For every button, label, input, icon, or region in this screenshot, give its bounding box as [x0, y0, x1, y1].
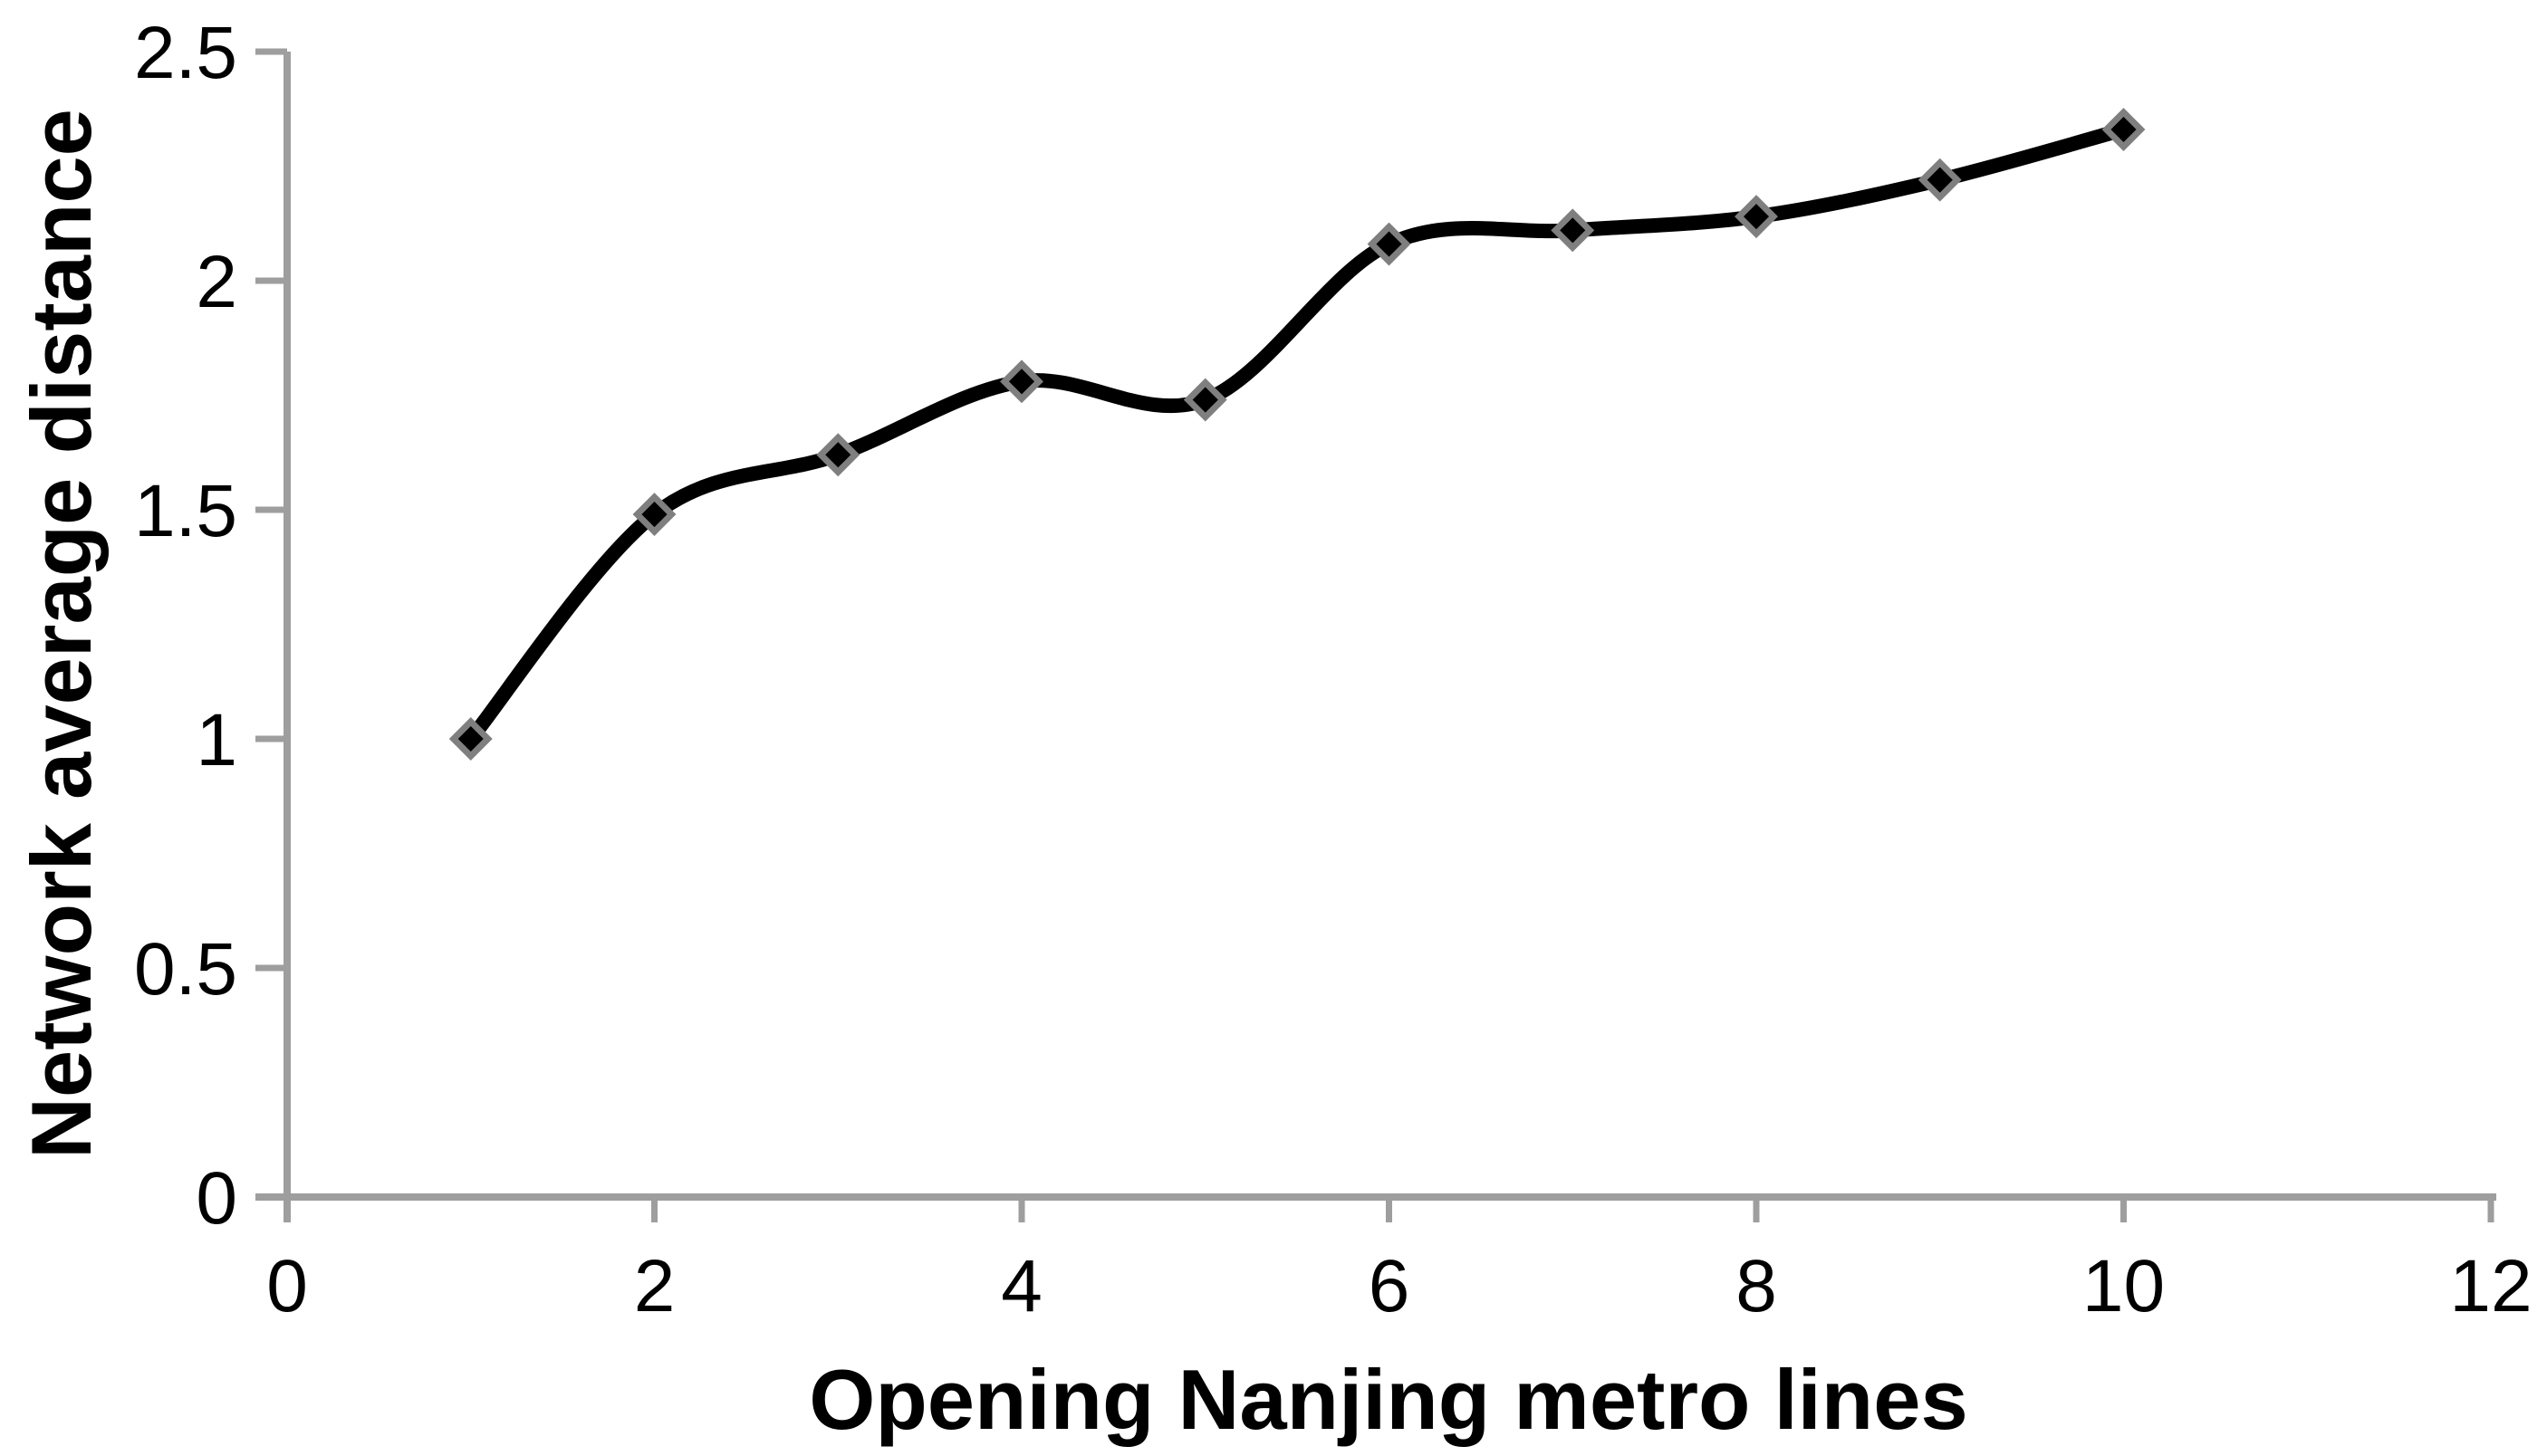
y-tick-label: 0	[196, 1157, 237, 1240]
data-point-marker	[632, 493, 677, 537]
data-point-marker	[1000, 359, 1043, 404]
data-point-marker	[1735, 195, 1778, 239]
y-tick-label: 1.5	[134, 470, 237, 552]
axes-layer: 0 2 4 6 8 10 12 0 0.5 1 1.5 2 2.5	[134, 12, 2533, 1327]
y-tick-label: 2	[196, 241, 237, 323]
data-point-marker	[448, 717, 493, 761]
y-tick-label: 2.5	[134, 12, 237, 94]
x-tick-label: 12	[2449, 1245, 2532, 1327]
x-tick-label: 8	[1735, 1245, 1777, 1327]
series-layer	[448, 108, 2146, 761]
data-point-marker	[2101, 108, 2146, 151]
x-axis-title: Opening Nanjing metro lines	[809, 1352, 1968, 1447]
data-point-marker	[816, 433, 860, 477]
series-line	[463, 122, 2131, 746]
y-tick-label: 1	[196, 699, 237, 781]
x-tick-label: 4	[1001, 1245, 1043, 1327]
x-tick-label: 10	[2082, 1245, 2165, 1327]
x-tick-label: 2	[634, 1245, 676, 1327]
data-point-marker	[1917, 158, 1962, 202]
data-point-marker	[1367, 222, 1411, 266]
x-tick-label: 6	[1369, 1245, 1410, 1327]
data-point-marker	[1183, 378, 1227, 422]
y-tick-label: 0.5	[134, 928, 237, 1011]
data-point-marker	[1551, 208, 1595, 253]
y-axis-title: Network average distance	[14, 109, 109, 1159]
x-tick-label: 0	[266, 1245, 308, 1327]
